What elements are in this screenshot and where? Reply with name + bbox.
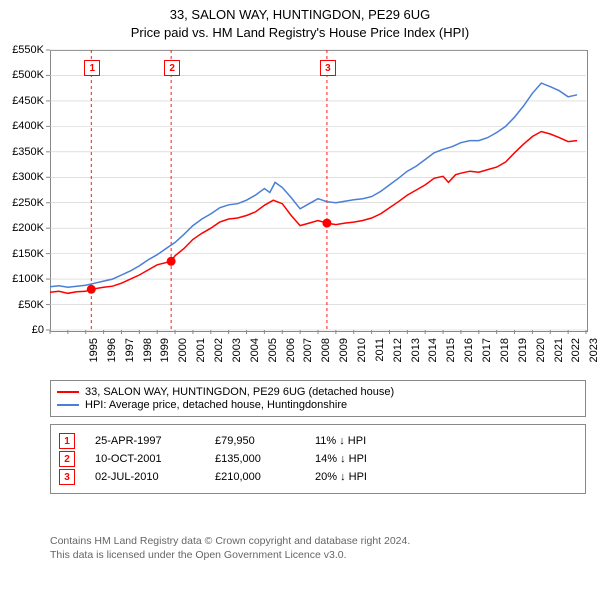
y-tick-label: £400K — [0, 120, 44, 132]
legend-label: HPI: Average price, detached house, Hunt… — [85, 399, 347, 411]
x-tick-label: 2004 — [249, 338, 261, 378]
x-tick-label: 2011 — [374, 338, 386, 378]
x-tick-label: 2015 — [445, 338, 457, 378]
x-tick-label: 2001 — [195, 338, 207, 378]
x-tick-label: 1997 — [124, 338, 136, 378]
transaction-price: £210,000 — [215, 471, 295, 483]
legend-item: HPI: Average price, detached house, Hunt… — [57, 399, 579, 411]
x-tick-label: 2013 — [410, 338, 422, 378]
x-tick-label: 2009 — [338, 338, 350, 378]
x-tick-label: 2021 — [553, 338, 565, 378]
x-tick-label: 2016 — [463, 338, 475, 378]
x-tick-label: 1996 — [106, 338, 118, 378]
y-tick-label: £200K — [0, 222, 44, 234]
chart-marker-2: 2 — [164, 60, 180, 76]
x-tick-label: 2023 — [588, 338, 600, 378]
x-tick-label: 2019 — [517, 338, 529, 378]
transaction-price: £135,000 — [215, 453, 295, 465]
fineprint-line1: Contains HM Land Registry data © Crown c… — [50, 534, 410, 548]
y-tick-label: £350K — [0, 146, 44, 158]
transaction-hpi: 20% ↓ HPI — [315, 471, 395, 483]
chart-marker-1: 1 — [84, 60, 100, 76]
x-tick-label: 2017 — [481, 338, 493, 378]
legend-item: 33, SALON WAY, HUNTINGDON, PE29 6UG (det… — [57, 386, 579, 398]
legend-swatch — [57, 404, 79, 406]
legend-label: 33, SALON WAY, HUNTINGDON, PE29 6UG (det… — [85, 386, 394, 398]
x-tick-label: 1995 — [88, 338, 100, 378]
x-tick-label: 1999 — [159, 338, 171, 378]
x-tick-label: 2020 — [535, 338, 547, 378]
chart-legend: 33, SALON WAY, HUNTINGDON, PE29 6UG (det… — [50, 380, 586, 417]
y-tick-label: £250K — [0, 197, 44, 209]
y-tick-label: £100K — [0, 273, 44, 285]
legend-swatch — [57, 391, 79, 393]
chart-marker-3: 3 — [320, 60, 336, 76]
x-tick-label: 2003 — [231, 338, 243, 378]
transaction-price: £79,950 — [215, 435, 295, 447]
x-tick-label: 2018 — [499, 338, 511, 378]
transaction-date: 02-JUL-2010 — [95, 471, 195, 483]
x-tick-label: 2022 — [570, 338, 582, 378]
x-tick-label: 1998 — [142, 338, 154, 378]
transaction-row: 1 25-APR-1997 £79,950 11% ↓ HPI — [59, 433, 577, 449]
transaction-hpi: 11% ↓ HPI — [315, 435, 395, 447]
y-tick-label: £300K — [0, 171, 44, 183]
fineprint-line2: This data is licensed under the Open Gov… — [50, 548, 410, 562]
transactions-table: 1 25-APR-1997 £79,950 11% ↓ HPI 2 10-OCT-2001… — [50, 424, 586, 494]
chart-lines — [0, 0, 600, 590]
x-tick-label: 2006 — [285, 338, 297, 378]
x-tick-label: 2010 — [356, 338, 368, 378]
y-tick-label: £450K — [0, 95, 44, 107]
x-tick-label: 2002 — [213, 338, 225, 378]
transaction-hpi: 14% ↓ HPI — [315, 453, 395, 465]
x-tick-label: 2005 — [267, 338, 279, 378]
y-tick-label: £550K — [0, 44, 44, 56]
transaction-date: 10-OCT-2001 — [95, 453, 195, 465]
x-tick-label: 2014 — [427, 338, 439, 378]
y-tick-label: £0 — [0, 324, 44, 336]
fineprint: Contains HM Land Registry data © Crown c… — [50, 534, 410, 562]
y-tick-label: £150K — [0, 248, 44, 260]
y-tick-label: £50K — [0, 299, 44, 311]
x-tick-label: 2000 — [177, 338, 189, 378]
transaction-row: 2 10-OCT-2001 £135,000 14% ↓ HPI — [59, 451, 577, 467]
transaction-marker: 2 — [59, 451, 75, 467]
transaction-marker: 3 — [59, 469, 75, 485]
transaction-marker: 1 — [59, 433, 75, 449]
transaction-row: 3 02-JUL-2010 £210,000 20% ↓ HPI — [59, 469, 577, 485]
x-tick-label: 2007 — [302, 338, 314, 378]
x-tick-label: 2008 — [320, 338, 332, 378]
y-tick-label: £500K — [0, 69, 44, 81]
transaction-date: 25-APR-1997 — [95, 435, 195, 447]
x-tick-label: 2012 — [392, 338, 404, 378]
